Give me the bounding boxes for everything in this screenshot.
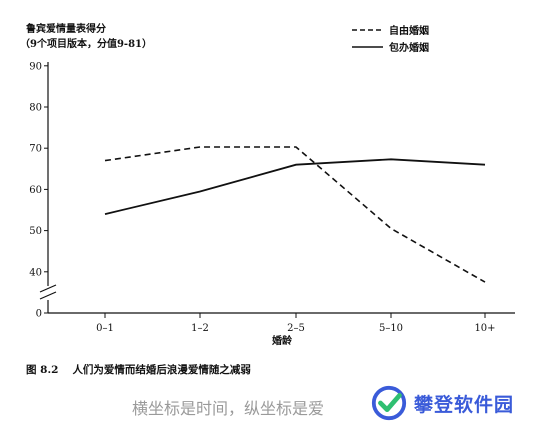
- x-tick-label: 2–5: [287, 323, 305, 334]
- series-line: [104, 158, 486, 215]
- caption-text: 人们为爱情而结婚后浪漫爱情随之减弱: [72, 364, 251, 376]
- overlay-subtitle: 横坐标是时间，纵坐标是爱: [132, 399, 325, 418]
- watermark: 攀登软件园: [366, 380, 542, 426]
- chart-frame: [39, 62, 515, 314]
- watermark-text: 攀登软件园: [414, 393, 515, 416]
- x-tick-label: 10+: [474, 323, 495, 334]
- legend-label: 自由婚姻: [389, 24, 429, 37]
- y-tick-label: 50: [29, 226, 42, 237]
- y-tick-label: 0: [36, 309, 42, 320]
- axis-break-mark: [39, 284, 57, 293]
- series-lines: [104, 146, 486, 283]
- x-ticks: 0–1 1–2 2–5 5–10 10+: [96, 313, 496, 334]
- y-tick-label: 90: [29, 61, 42, 72]
- x-tick-label: 5–10: [379, 323, 403, 334]
- x-tick-label: 1–2: [191, 323, 209, 334]
- y-tick-label: 80: [29, 103, 42, 114]
- y-tick-label: 40: [29, 267, 42, 278]
- chart-subtitle: （9个项目版本，分值9-81）: [20, 37, 152, 50]
- y-tick-label: 70: [29, 144, 42, 155]
- y-tick-label: 60: [29, 185, 42, 196]
- x-axis-label: 婚龄: [272, 334, 293, 347]
- figure-caption: 图 8.2 人们为爱情而结婚后浪漫爱情随之减弱: [26, 362, 251, 377]
- axis-break-mark: [39, 291, 57, 300]
- figure-number: 图 8.2: [26, 364, 59, 376]
- legend-label: 包办婚姻: [389, 41, 429, 54]
- y-ticks: 0 40 50 60 70 80 90: [29, 61, 48, 320]
- series-line: [104, 146, 486, 283]
- chart-labels: 鲁宾爱情量表得分 （9个项目版本，分值9-81） 婚龄: [20, 22, 293, 347]
- chart-title: 鲁宾爱情量表得分: [25, 22, 106, 35]
- check-logo-icon: [371, 385, 407, 421]
- x-tick-label: 0–1: [96, 323, 114, 334]
